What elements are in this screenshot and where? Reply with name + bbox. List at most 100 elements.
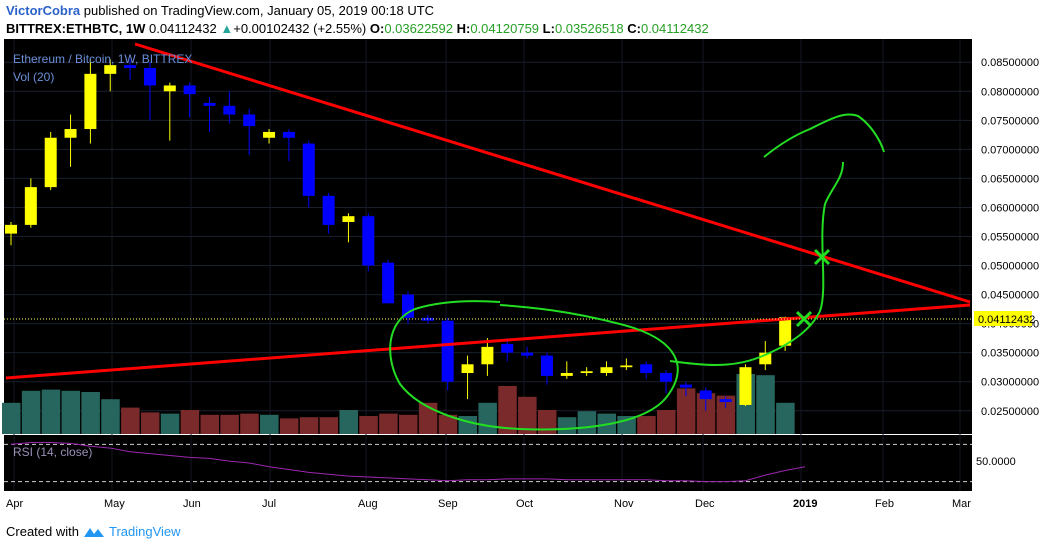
candle-body[interactable] <box>104 65 117 74</box>
candle-body[interactable] <box>5 224 17 234</box>
candle-body[interactable] <box>441 320 454 382</box>
hand-drawings[interactable] <box>389 113 885 431</box>
candle-body[interactable] <box>282 131 295 138</box>
volume-bar <box>418 402 438 434</box>
candle-body[interactable] <box>739 367 752 405</box>
symbol-label: BITTREX:ETHBTC, 1W <box>6 21 146 36</box>
candle-body[interactable] <box>461 364 474 374</box>
candle-body[interactable] <box>44 137 57 188</box>
volume-bar <box>696 393 716 434</box>
trendlines[interactable] <box>4 42 972 380</box>
accumulation-circle[interactable] <box>389 300 679 431</box>
last-price-tag: 0.04112432 <box>974 311 1035 326</box>
price-tick-label: 0.05000000 <box>981 261 1039 273</box>
price-tick-label: 0.03000000 <box>981 377 1039 389</box>
candle-body[interactable] <box>699 390 712 400</box>
volume-bar <box>339 410 358 434</box>
candle-body[interactable] <box>679 384 692 388</box>
candle-body[interactable] <box>560 373 573 376</box>
candle-body[interactable] <box>640 364 653 374</box>
candle-body[interactable] <box>521 352 534 356</box>
time-tick-label: Nov <box>614 498 634 510</box>
volume-bar <box>756 375 775 434</box>
price-tick-label: 0.06000000 <box>981 202 1039 214</box>
volume-bar <box>220 414 239 434</box>
breakout-cross-lower[interactable] <box>795 310 813 328</box>
volume-bar <box>200 414 219 434</box>
volume-bar <box>180 410 200 434</box>
symbol-line: BITTREX:ETHBTC, 1W 0.04112432 ▲+0.001024… <box>6 21 709 36</box>
open-label: O: <box>369 21 385 36</box>
time-tick-label: Oct <box>516 498 533 510</box>
candle-body[interactable] <box>263 131 276 138</box>
candle-body[interactable] <box>660 373 673 382</box>
open-value: 0.03622592 <box>384 21 453 36</box>
price-tick-label: 0.02500000 <box>981 406 1039 418</box>
volume-bar <box>657 410 676 434</box>
resistance-trendline[interactable] <box>134 42 971 304</box>
price-tick-label: 0.04500000 <box>981 290 1039 302</box>
time-tick-label: Apr <box>6 498 23 510</box>
volume-bar <box>2 402 21 434</box>
footer: Created with TradingView <box>6 524 181 539</box>
candle-body[interactable] <box>481 346 494 365</box>
candle-body[interactable] <box>600 367 613 374</box>
candle-body[interactable] <box>382 262 395 304</box>
rsi-pane <box>4 435 972 491</box>
candle-body[interactable] <box>501 343 514 353</box>
price-chart[interactable]: Ethereum / Bitcoin, 1W, BITTREX Vol (20)… <box>0 39 1059 518</box>
candle-body[interactable] <box>143 68 156 86</box>
price-tick-label: 0.08000000 <box>981 86 1039 98</box>
tradingview-brand[interactable]: TradingView <box>108 524 181 539</box>
candles[interactable] <box>5 59 792 411</box>
candle-body[interactable] <box>322 195 335 225</box>
volume-bar <box>438 414 458 434</box>
last-price: 0.04112432 <box>149 21 217 36</box>
candle-body[interactable] <box>362 216 375 266</box>
candle-body[interactable] <box>779 317 792 346</box>
volume-bar <box>637 416 656 434</box>
candle-body[interactable] <box>540 355 553 376</box>
time-tick-label: 2019 <box>793 498 817 510</box>
candle-body[interactable] <box>580 371 593 374</box>
candle-body[interactable] <box>759 352 772 365</box>
time-axis[interactable]: Apr May Jun Jul Aug Sep Oct Nov Dec 2019 Feb Mar <box>6 498 971 510</box>
candle-body[interactable] <box>124 65 137 69</box>
author-name[interactable]: VictorCobra <box>6 3 81 18</box>
volume-bar <box>61 390 81 434</box>
volume-bar <box>299 417 319 434</box>
candle-body[interactable] <box>402 294 414 318</box>
candle-body[interactable] <box>719 399 732 403</box>
time-tick-label: Mar <box>952 498 971 510</box>
close-label: C: <box>627 21 641 36</box>
volume-bar <box>577 411 597 434</box>
price-change: +0.00102432 (+2.55%) <box>233 21 367 36</box>
last-price-tag-bg <box>974 311 1032 326</box>
candle-body[interactable] <box>620 365 633 368</box>
candle-body[interactable] <box>84 73 97 130</box>
candle-body[interactable] <box>243 114 256 127</box>
target-arc[interactable] <box>763 113 885 158</box>
candle-body[interactable] <box>183 85 196 95</box>
volume-bar <box>359 416 378 434</box>
support-trendline[interactable] <box>5 303 971 380</box>
candle-body[interactable] <box>24 187 37 225</box>
volume-bar <box>81 392 100 434</box>
volume-bar <box>676 388 696 434</box>
volume-bar <box>518 396 537 434</box>
volume-bar <box>716 395 736 434</box>
candle-body[interactable] <box>64 129 77 138</box>
breakout-cross-upper[interactable] <box>813 248 831 266</box>
volume-bar <box>240 413 259 434</box>
projection-path[interactable] <box>669 161 844 366</box>
rsi-label: RSI (14, close) <box>13 445 92 459</box>
candle-body[interactable] <box>203 102 216 106</box>
candle-body[interactable] <box>342 216 355 222</box>
close-value: 0.04112432 <box>640 21 709 36</box>
volume-bar <box>478 402 497 434</box>
price-tick-label: 0.06500000 <box>981 173 1039 185</box>
created-with-text: Created with <box>6 524 79 539</box>
candle-body[interactable] <box>223 105 236 115</box>
candle-body[interactable] <box>302 143 315 196</box>
candle-body[interactable] <box>163 85 176 92</box>
